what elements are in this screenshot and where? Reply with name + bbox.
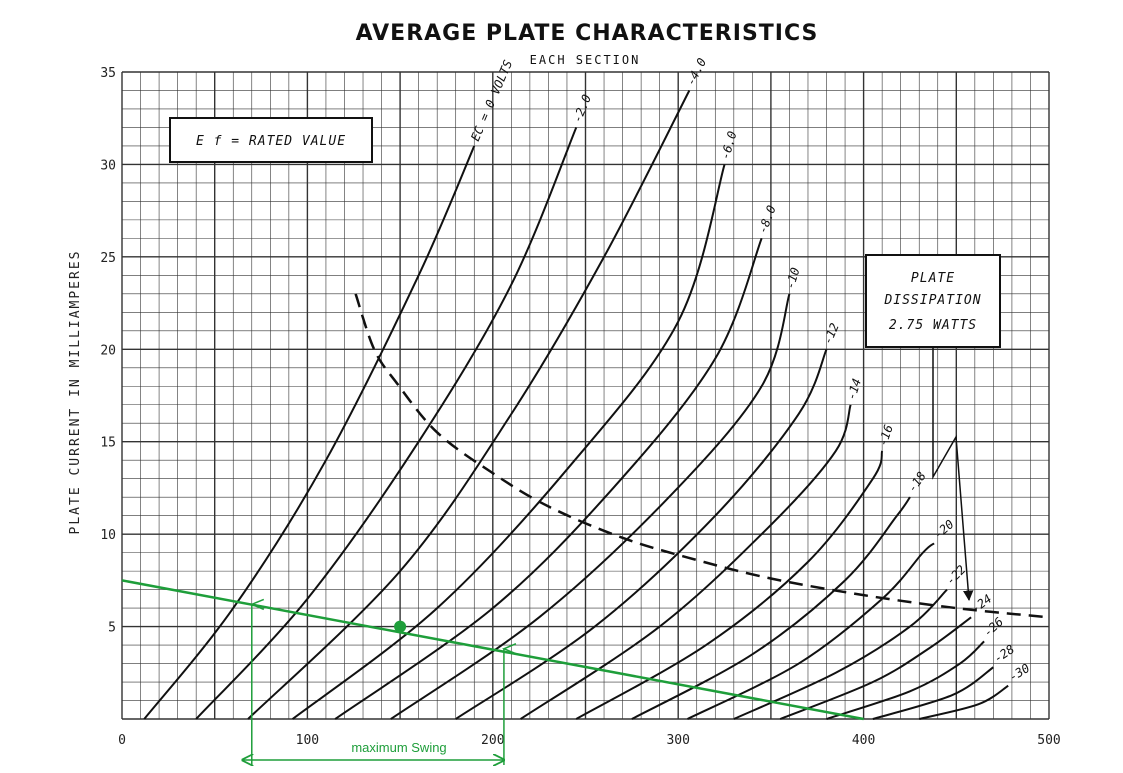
y-tick-label: 30 (100, 158, 116, 173)
chart-title: AVERAGE PLATE CHARACTERISTICS (356, 21, 819, 46)
dissipation-box-line-1: PLATE (911, 271, 955, 286)
x-tick-label: 100 (296, 733, 319, 748)
filament-box-text: E f = RATED VALUE (196, 134, 346, 149)
y-tick-label: 15 (100, 436, 116, 451)
load-line (121, 579, 864, 721)
series-line (872, 666, 994, 720)
series-line (143, 145, 476, 720)
dissipation-box-line-2: DISSIPATION (883, 293, 981, 308)
series-label: -28 (991, 642, 1017, 666)
series-label: -6.0 (718, 130, 740, 162)
dissipation-box: PLATE DISSIPATION 2.75 WATTS (865, 254, 1001, 348)
swing-marker-arrow (249, 598, 265, 611)
dissipation-line (354, 293, 1050, 619)
filament-box: E f = RATED VALUE (169, 117, 373, 163)
series-line (455, 348, 828, 720)
series-line (687, 542, 935, 720)
series-line (575, 450, 884, 720)
x-tick-label: 0 (118, 733, 126, 748)
swing-label: maximum Swing (351, 740, 446, 755)
x-tick-label: 500 (1037, 733, 1060, 748)
y-tick-label: 25 (100, 251, 116, 266)
dissipation-box-line-3: 2.75 WATTS (889, 318, 977, 333)
series-line (247, 90, 691, 720)
load-line-path (121, 579, 864, 721)
series-label: EC = 0 VOLTS (468, 58, 515, 143)
series-label: -12 (820, 321, 841, 346)
y-tick-label: 5 (108, 621, 116, 636)
series-label: -14 (844, 377, 864, 402)
y-axis-label: PLATE CURRENT IN MILLIAMPERES (68, 250, 83, 535)
x-tick-label: 200 (481, 733, 504, 748)
grid (121, 71, 1050, 720)
series-line (291, 164, 726, 720)
series-label: -22 (943, 562, 968, 587)
series-line (195, 127, 578, 720)
y-tick-label: 35 (100, 66, 116, 81)
x-axis-ticks: 0 100 200 300 400 500 (118, 733, 1061, 748)
dissipation-pointer (932, 347, 974, 602)
y-tick-label: 20 (100, 343, 116, 358)
series-label: -20 (931, 517, 957, 542)
series-label: -30 (1006, 661, 1032, 684)
swing-annotation (243, 598, 517, 765)
series-line (826, 640, 985, 720)
series-label: -2.0 (570, 93, 594, 125)
x-tick-label: 300 (666, 733, 689, 748)
series-line (779, 616, 972, 720)
series-label: -18 (905, 469, 929, 495)
series-line (334, 238, 763, 720)
series-line (918, 684, 1009, 720)
y-tick-label: 10 (100, 528, 116, 543)
y-axis-ticks: 5 10 15 20 25 30 35 (100, 66, 116, 636)
swing-marker-arrow (501, 643, 517, 655)
dissipation-curve (354, 293, 1050, 619)
series-line (520, 404, 852, 720)
chart-subtitle: EACH SECTION (530, 53, 641, 67)
x-tick-label: 400 (852, 733, 875, 748)
series-label: -26 (981, 615, 1006, 640)
series-line (390, 293, 791, 720)
series-label: -10 (783, 266, 803, 291)
series-label: -8.0 (755, 203, 778, 235)
operating-point (394, 620, 407, 633)
series-label: -16 (876, 423, 896, 448)
